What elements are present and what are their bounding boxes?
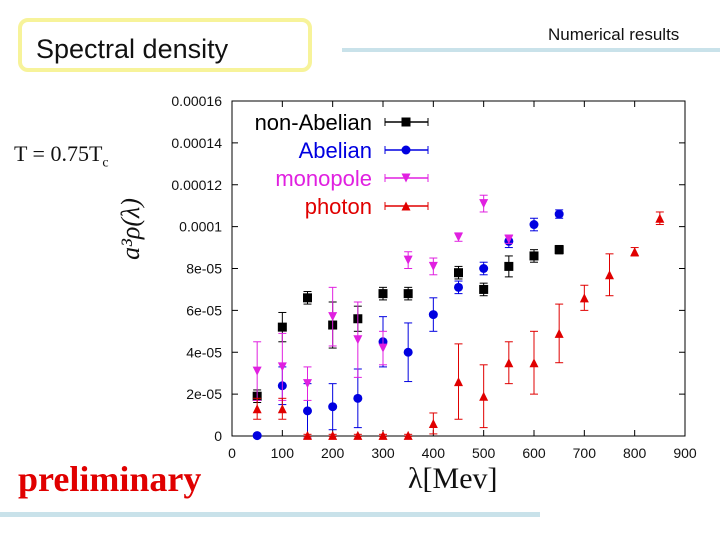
photon-point: [454, 377, 463, 387]
preliminary-stamp: preliminary: [18, 459, 202, 499]
slide-title: Spectral density: [36, 34, 229, 64]
y-tick-label: 2e-05: [186, 386, 222, 402]
non-abelian-point: [529, 251, 539, 261]
photon-point: [428, 418, 438, 428]
abelian-point: [403, 347, 413, 357]
monopole-point: [504, 234, 514, 244]
photon-point: [353, 430, 363, 440]
photon-point: [529, 358, 539, 368]
abelian-point: [328, 402, 338, 412]
non-abelian-point: [454, 268, 463, 278]
non-abelian-point: [277, 322, 287, 332]
legend-marker-non-abelian: [401, 117, 411, 127]
temperature-label: T = 0.75Tc: [14, 141, 109, 171]
x-tick-label: 900: [673, 445, 697, 461]
y-tick-label: 0.00012: [171, 177, 222, 193]
monopole-point: [378, 343, 388, 353]
abelian-point: [428, 310, 438, 320]
non-abelian-point: [403, 289, 413, 299]
photon-point: [554, 328, 564, 338]
monopole-point: [328, 312, 338, 322]
monopole-point: [403, 255, 413, 265]
abelian-point: [454, 282, 463, 292]
x-tick-label: 800: [623, 445, 647, 461]
non-abelian-point: [504, 261, 514, 271]
bottom-divider: [0, 512, 540, 517]
photon-point: [579, 293, 589, 303]
y-tick-label: 8e-05: [186, 261, 222, 277]
x-axis-label: λ[Mev]: [408, 462, 498, 495]
y-tick-label: 0.0001: [179, 219, 222, 235]
x-tick-label: 300: [371, 445, 395, 461]
photon-point: [277, 404, 287, 414]
legend-marker-photon: [401, 201, 411, 211]
photon-point: [504, 358, 514, 368]
section-label: Numerical results: [548, 25, 680, 44]
legend-label-non-abelian: non-Abelian: [255, 110, 372, 135]
monopole-point: [303, 379, 312, 389]
non-abelian-point: [554, 245, 564, 255]
x-tick-label: 400: [422, 445, 446, 461]
photon-point: [630, 247, 640, 257]
legend-marker-abelian: [401, 145, 411, 155]
temperature-subscript: c: [102, 155, 109, 171]
temperature-text: T = 0.75T: [14, 141, 103, 166]
x-tick-label: 500: [472, 445, 496, 461]
monopole-point: [277, 362, 287, 372]
photon-point: [328, 430, 338, 440]
photon-point: [655, 213, 665, 223]
legend-label-photon: photon: [305, 194, 372, 219]
photon-point: [605, 270, 614, 280]
legend-label-abelian: Abelian: [299, 138, 372, 163]
non-abelian-point: [479, 284, 489, 294]
top-divider: [342, 48, 720, 52]
legend-label-monopole: monopole: [275, 166, 372, 191]
photon-point: [403, 430, 413, 440]
x-tick-label: 200: [321, 445, 345, 461]
y-tick-label: 4e-05: [186, 344, 222, 360]
monopole-point: [479, 199, 489, 209]
photon-point: [252, 404, 262, 414]
monopole-point: [454, 232, 463, 242]
abelian-point: [529, 220, 539, 230]
y-tick-label: 0: [214, 428, 222, 444]
monopole-point: [428, 261, 438, 271]
x-tick-label: 100: [271, 445, 295, 461]
abelian-point: [479, 264, 489, 273]
monopole-point: [252, 366, 262, 376]
photon-point: [303, 430, 312, 440]
x-tick-label: 0: [228, 445, 236, 461]
monopole-point: [353, 335, 363, 345]
abelian-point: [353, 393, 363, 403]
y-tick-label: 6e-05: [186, 302, 222, 318]
non-abelian-point: [303, 293, 312, 303]
x-tick-label: 700: [573, 445, 597, 461]
abelian-point: [554, 209, 564, 219]
y-tick-label: 0.00016: [171, 93, 222, 109]
x-tick-label: 600: [522, 445, 546, 461]
abelian-point: [303, 406, 312, 416]
photon-point: [378, 430, 388, 440]
title-box: [18, 18, 312, 72]
y-tick-label: 0.00014: [171, 135, 222, 151]
abelian-point: [252, 431, 262, 441]
legend-marker-monopole: [401, 173, 411, 183]
non-abelian-point: [378, 289, 388, 299]
photon-point: [479, 391, 489, 401]
